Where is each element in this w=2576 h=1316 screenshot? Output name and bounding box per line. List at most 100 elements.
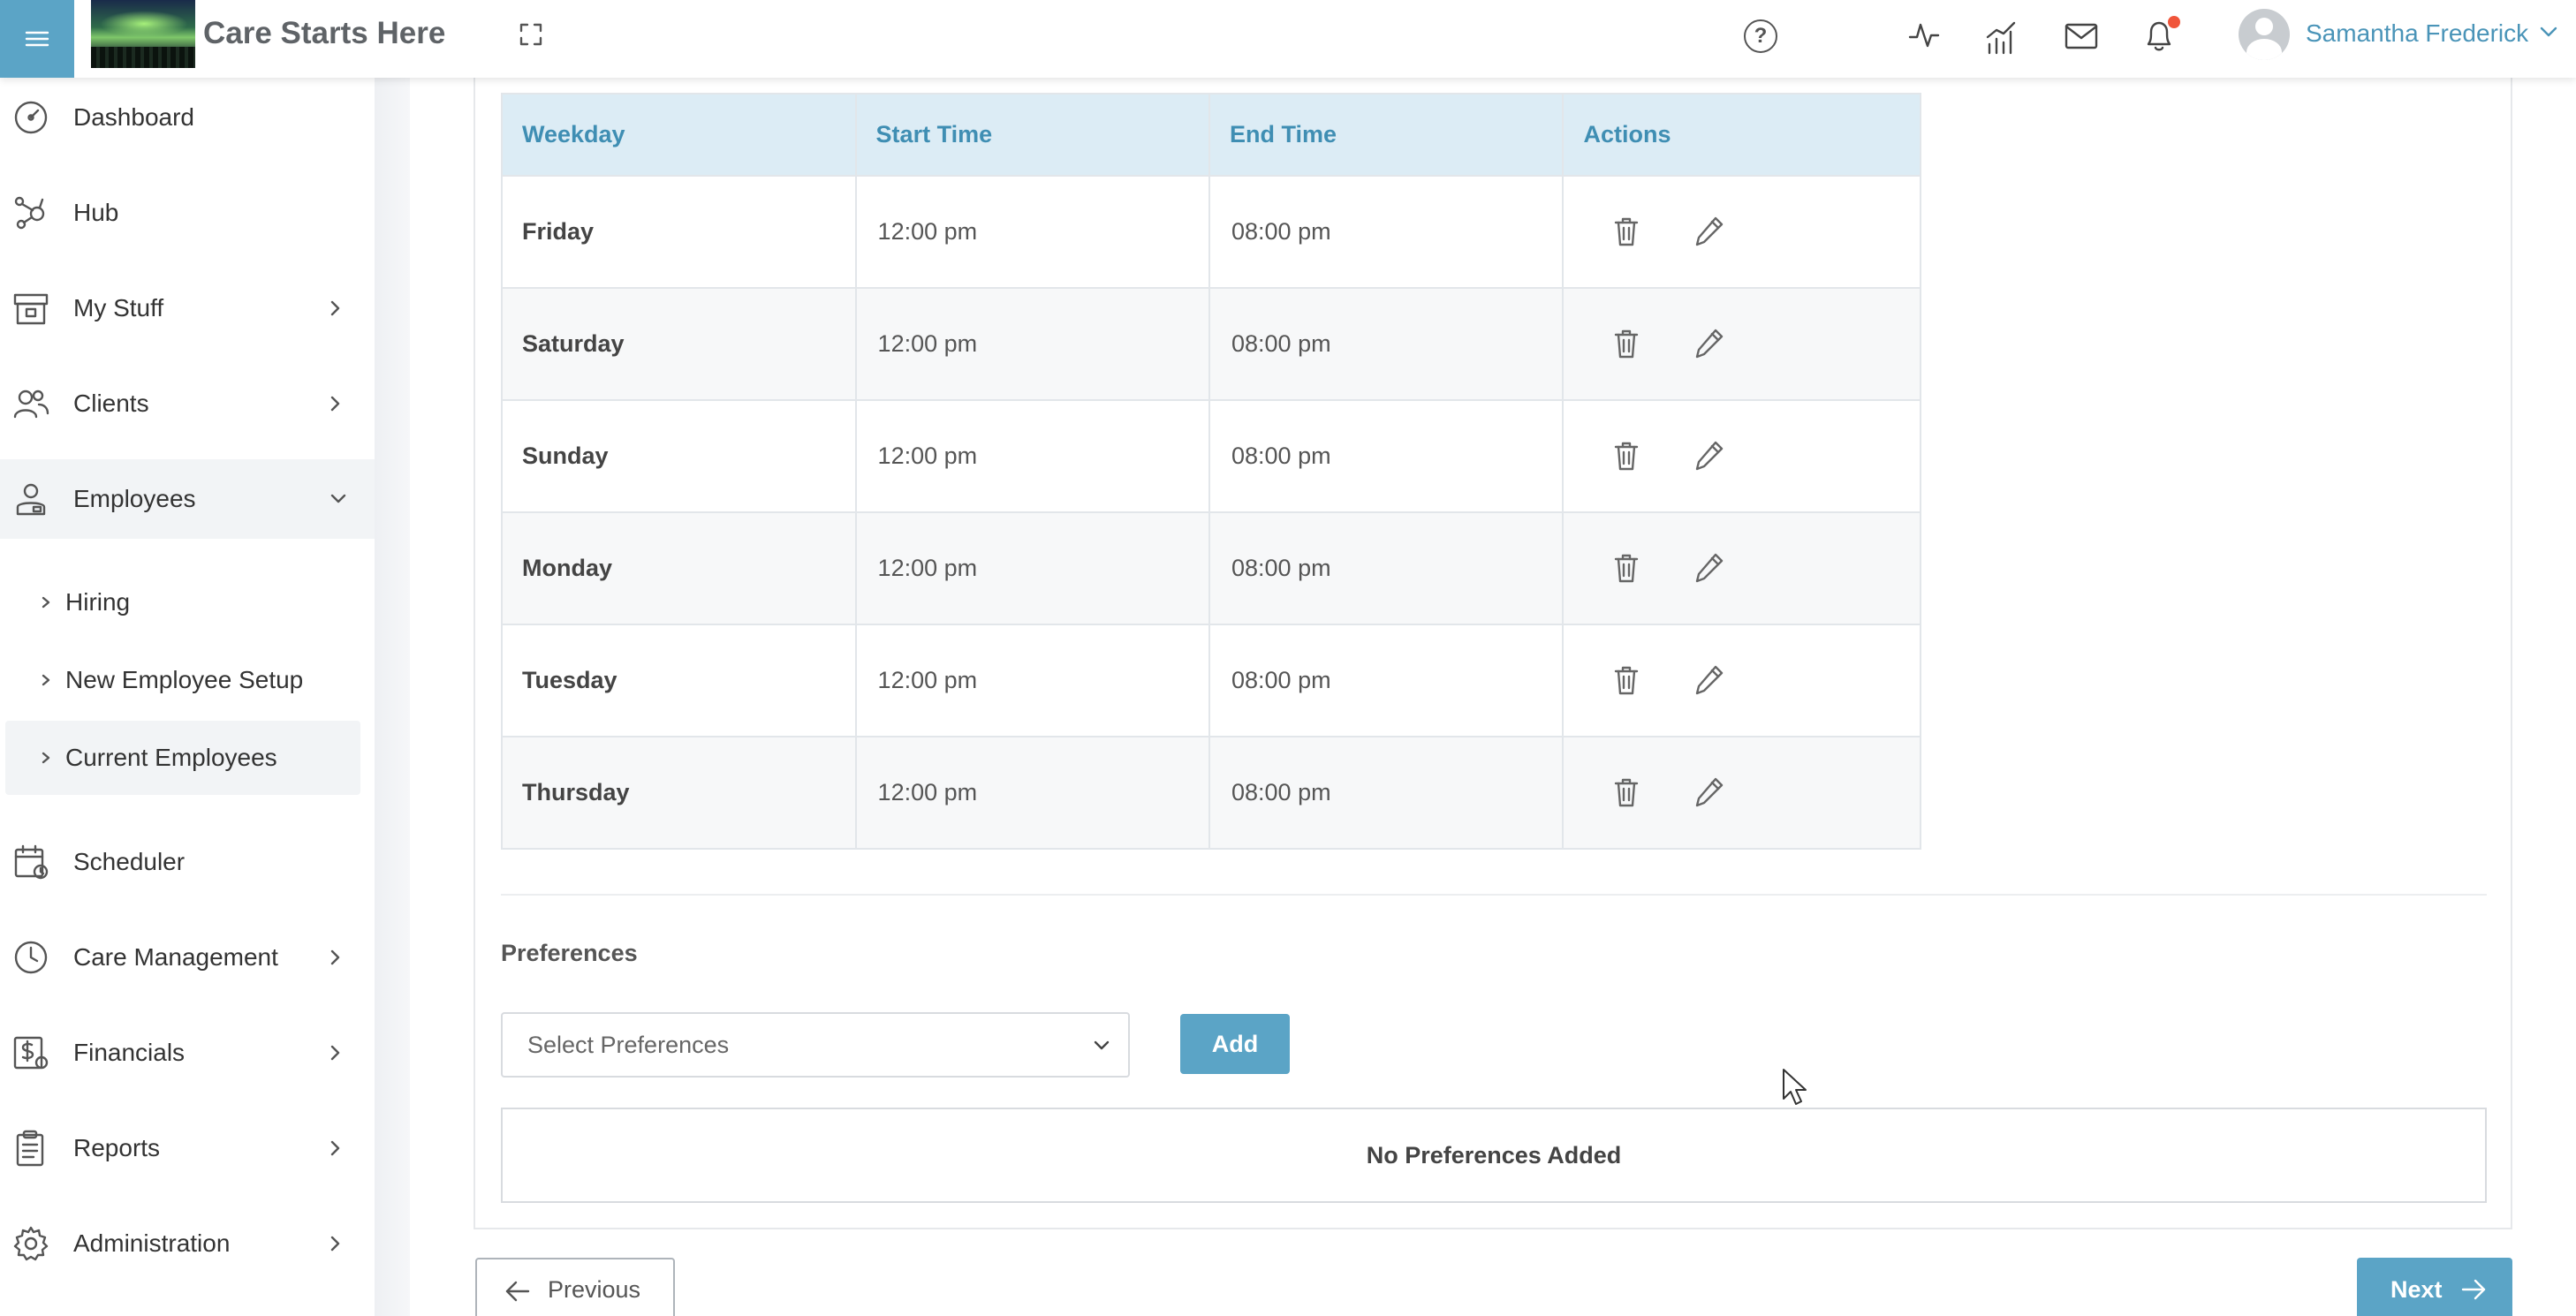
chevron-right-icon: [41, 594, 51, 610]
weekday-cell: Saturday: [501, 287, 857, 401]
end-time-cell: 08:00 pm: [1208, 624, 1565, 737]
submenu-item-hiring[interactable]: Hiring: [5, 565, 360, 639]
chevron-right-icon: [41, 750, 51, 766]
sidebar-item-label: Scheduler: [73, 848, 186, 875]
edit-icon[interactable]: [1694, 440, 1724, 472]
empty-state-message: No Preferences Added: [1366, 1141, 1622, 1169]
column-header-start-time[interactable]: Start Time: [854, 93, 1211, 177]
edit-icon[interactable]: [1694, 216, 1724, 247]
chevron-right-icon: [329, 1234, 343, 1253]
submenu-item-current-employees[interactable]: Current Employees: [5, 721, 360, 795]
menu-toggle-button[interactable]: [0, 0, 74, 78]
submenu-item-new-employee-setup[interactable]: New Employee Setup: [5, 643, 360, 717]
calendar-icon: [12, 843, 49, 881]
edit-icon[interactable]: [1694, 552, 1724, 584]
table-header-row: Weekday Start Time End Time Actions: [501, 93, 1921, 177]
sidebar-item-employees[interactable]: Employees: [0, 459, 375, 539]
table-row: Friday 12:00 pm 08:00 pm: [501, 175, 1921, 289]
edit-icon[interactable]: [1694, 664, 1724, 696]
delete-icon[interactable]: [1613, 664, 1640, 696]
preferences-select[interactable]: Select Preferences: [501, 1012, 1130, 1078]
sidebar-item-my-stuff[interactable]: My Stuff: [0, 268, 375, 348]
gear-icon: [12, 1225, 49, 1262]
sidebar-item-label: Employees: [73, 485, 196, 512]
help-icon[interactable]: ?: [1744, 19, 1777, 53]
actions-cell: [1562, 511, 1921, 625]
delete-icon[interactable]: [1613, 216, 1640, 247]
delete-icon[interactable]: [1613, 552, 1640, 584]
actions-cell: [1562, 287, 1921, 401]
previous-button-label: Previous: [548, 1275, 641, 1303]
user-name[interactable]: Samantha Frederick: [2306, 19, 2529, 47]
preferences-empty-state: No Preferences Added: [501, 1108, 2487, 1203]
edit-icon[interactable]: [1694, 776, 1724, 808]
sidebar-item-reports[interactable]: Reports: [0, 1108, 375, 1188]
actions-cell: [1562, 624, 1921, 737]
start-time-cell: 12:00 pm: [854, 175, 1211, 289]
table-row: Tuesday 12:00 pm 08:00 pm: [501, 624, 1921, 737]
end-time-cell: 08:00 pm: [1208, 399, 1565, 513]
add-preference-button[interactable]: Add: [1180, 1014, 1290, 1074]
weekday-cell: Sunday: [501, 399, 857, 513]
sidebar-item-label: Financials: [73, 1039, 186, 1066]
weekday-cell: Monday: [501, 511, 857, 625]
hub-icon: [12, 194, 49, 231]
next-button[interactable]: Next: [2357, 1258, 2512, 1316]
analytics-icon[interactable]: [1984, 18, 2019, 57]
delete-icon[interactable]: [1613, 328, 1640, 359]
weekday-cell: Friday: [501, 175, 857, 289]
actions-cell: [1562, 175, 1921, 289]
delete-icon[interactable]: [1613, 776, 1640, 808]
start-time-cell: 12:00 pm: [854, 736, 1211, 850]
sidebar-item-care-management[interactable]: Care Management: [0, 918, 375, 997]
chevron-down-icon: [329, 492, 348, 506]
sidebar-item-financials[interactable]: Financials: [0, 1013, 375, 1093]
weekday-cell: Thursday: [501, 736, 857, 850]
next-button-label: Next: [2390, 1275, 2443, 1303]
section-divider: [501, 894, 2487, 896]
start-time-cell: 12:00 pm: [854, 511, 1211, 625]
app-title: Care Starts Here: [203, 16, 446, 50]
activity-icon[interactable]: [1906, 18, 1942, 53]
sidebar-item-label: Hub: [73, 199, 119, 226]
archive-icon: [12, 290, 49, 327]
column-header-weekday[interactable]: Weekday: [501, 93, 857, 177]
sidebar-divider: [375, 78, 410, 1316]
end-time-cell: 08:00 pm: [1208, 511, 1565, 625]
chevron-down-icon[interactable]: [2539, 25, 2558, 39]
sidebar-item-hub[interactable]: Hub: [0, 173, 375, 253]
sidebar-item-label: Dashboard: [73, 103, 194, 131]
previous-button[interactable]: Previous: [475, 1258, 675, 1316]
notification-badge: [2168, 16, 2180, 28]
chevron-right-icon: [329, 394, 343, 413]
sidebar-item-label: Administration: [73, 1229, 231, 1257]
chevron-right-icon: [329, 1138, 343, 1158]
table-row: Saturday 12:00 pm 08:00 pm: [501, 287, 1921, 401]
sidebar-item-administration[interactable]: Administration: [0, 1204, 375, 1283]
end-time-cell: 08:00 pm: [1208, 175, 1565, 289]
bell-icon[interactable]: [2143, 18, 2175, 55]
mouse-cursor-icon: [1781, 1067, 1811, 1114]
mail-icon[interactable]: [2064, 21, 2099, 51]
preferences-label: Preferences: [501, 940, 638, 966]
sidebar-item-dashboard[interactable]: Dashboard: [0, 78, 375, 157]
expand-icon[interactable]: [516, 19, 546, 49]
sidebar-item-label: Reports: [73, 1134, 161, 1161]
delete-icon[interactable]: [1613, 440, 1640, 472]
sidebar-item-label: Clients: [73, 390, 149, 417]
start-time-cell: 12:00 pm: [854, 399, 1211, 513]
chevron-down-icon: [1091, 1035, 1112, 1056]
table-row: Sunday 12:00 pm 08:00 pm: [501, 399, 1921, 513]
start-time-cell: 12:00 pm: [854, 624, 1211, 737]
chevron-right-icon: [41, 672, 51, 688]
top-bar: Care Starts Here ?: [0, 0, 2576, 78]
end-time-cell: 08:00 pm: [1208, 287, 1565, 401]
submenu-item-label: Hiring: [65, 588, 131, 616]
sidebar-item-clients[interactable]: Clients: [0, 364, 375, 443]
sidebar-item-scheduler[interactable]: Scheduler: [0, 822, 375, 902]
chevron-right-icon: [329, 1043, 343, 1063]
column-header-end-time[interactable]: End Time: [1208, 93, 1565, 177]
financials-icon: [12, 1034, 49, 1071]
edit-icon[interactable]: [1694, 328, 1724, 359]
user-avatar-icon[interactable]: [2239, 9, 2290, 60]
